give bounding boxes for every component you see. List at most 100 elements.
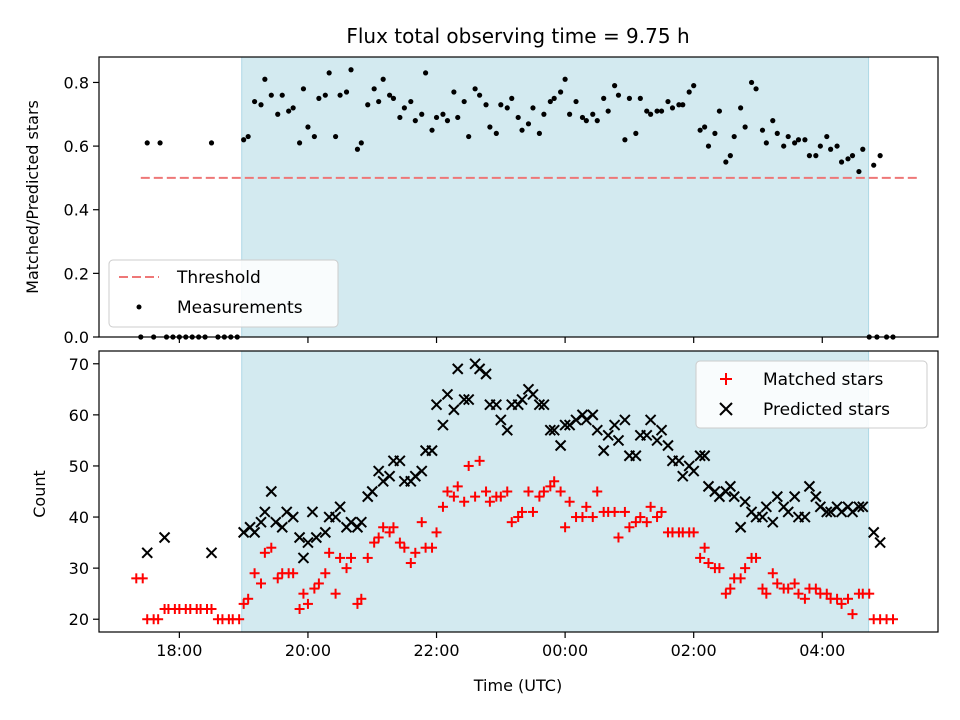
predicted-stars-point [495,414,507,426]
matched-stars-point [495,491,506,502]
measurement-point [813,153,819,159]
measurement-point [573,98,579,105]
legend-predicted-label: Predicted stars [763,400,890,420]
measurement-point [792,140,798,146]
matched-stars-point [592,486,603,497]
y-tick-label: 60 [69,406,89,425]
matched-stars-point [699,542,710,553]
matched-stars-point [534,491,545,502]
measurement-point [296,140,303,146]
predicted-stars-point [799,511,811,523]
measurement-point [676,102,682,108]
matched-stars-point [459,496,470,507]
measurement-point [633,130,639,136]
measurement-point [429,127,435,133]
matched-stars-point [243,593,254,604]
ratio-y-axis-label: Matched/Predicted stars [23,100,42,294]
y-tick-label: 70 [69,355,89,374]
measurement-point [686,89,692,95]
matched-stars-point [517,506,528,517]
measurement-point [547,98,553,105]
measurement-point [487,124,493,130]
matched-stars-point [378,522,389,533]
predicted-stars-point [372,465,385,477]
measurement-point [380,76,386,82]
predicted-stars-point [452,363,464,375]
predicted-stars-point [426,444,438,457]
measurement-point [669,105,676,111]
matched-stars-point [437,501,448,512]
measurement-point [440,111,446,117]
measurement-point [738,105,744,111]
measurement-point [590,111,596,117]
measurement-point [144,140,150,146]
predicted-stars-point [597,444,610,457]
measurement-point [408,98,414,105]
measurement-point [419,111,425,117]
predicted-stars-point [205,547,218,559]
measurement-point [433,114,440,121]
predicted-stars-point [608,419,621,431]
matched-stars-point [751,552,762,563]
measurement-point [412,118,418,124]
measurement-point [680,102,686,108]
y-tick-label: 0.6 [64,137,89,156]
measurement-point [605,108,611,114]
measurement-point [806,153,813,159]
measurement-point [208,140,215,146]
y-tick-label: 50 [69,457,89,476]
measurement-point [258,102,264,108]
predicted-stars-point [651,434,663,447]
x-tick-label: 18:00 [156,641,202,660]
predicted-stars-point [394,455,406,467]
measurement-point [828,146,834,152]
measurement-point [551,95,557,101]
matched-stars-point [789,578,800,589]
measurement-point [763,140,769,146]
predicted-stars-point [724,480,737,493]
predicted-stars-point [853,501,865,513]
predicted-stars-point [803,480,816,493]
measurement-point [157,140,163,146]
measurement-point [795,137,802,143]
ratio-plot-frame [98,56,939,338]
predicted-stars-point [480,368,492,380]
measurement-point [504,105,510,111]
y-tick-label: 0.2 [64,264,89,283]
measurement-point [849,153,856,159]
measurement-point [472,86,478,92]
matched-stars-point [330,588,341,599]
legend-matched-label: Matched stars [763,370,883,390]
matched-stars-point [783,583,794,594]
measurement-point [354,146,361,152]
matched-stars-point [793,588,804,599]
matched-stars-point [645,501,656,512]
matched-stars-point [527,506,538,517]
measurement-point [493,130,499,136]
matched-stars-point [288,568,299,579]
legend-measurements-label: Measurements [177,298,303,318]
predicted-stars-point [448,404,460,416]
matched-stars-point [416,517,427,528]
panel-counts: 20 30 40 50 60 70 18:00 20:00 22:00 00:00 02:00 04… [30,350,939,695]
matched-stars-point [513,512,524,523]
measurement-point [241,137,247,143]
predicted-stars-point [698,450,711,462]
matched-stars-point [484,496,495,507]
measurement-point [401,105,407,111]
y-tick-label: 0.0 [64,328,89,347]
predicted-stars-point [248,526,261,539]
measurement-point [824,133,830,140]
matched-stars-point [238,598,249,609]
measurement-point [286,108,292,114]
matched-stars-point [810,583,821,594]
ratio-y-ticks: 0.0 0.2 0.4 0.6 0.8 [64,73,99,347]
predicted-stars-point [559,419,571,431]
matched-stars-point [324,547,335,558]
measurement-point [397,114,403,121]
measurement-point [871,162,877,168]
predicted-stars-point [728,490,740,503]
matched-stars-point [481,486,492,497]
legend-predicted-swatch [719,402,733,416]
measurement-point [343,89,350,95]
